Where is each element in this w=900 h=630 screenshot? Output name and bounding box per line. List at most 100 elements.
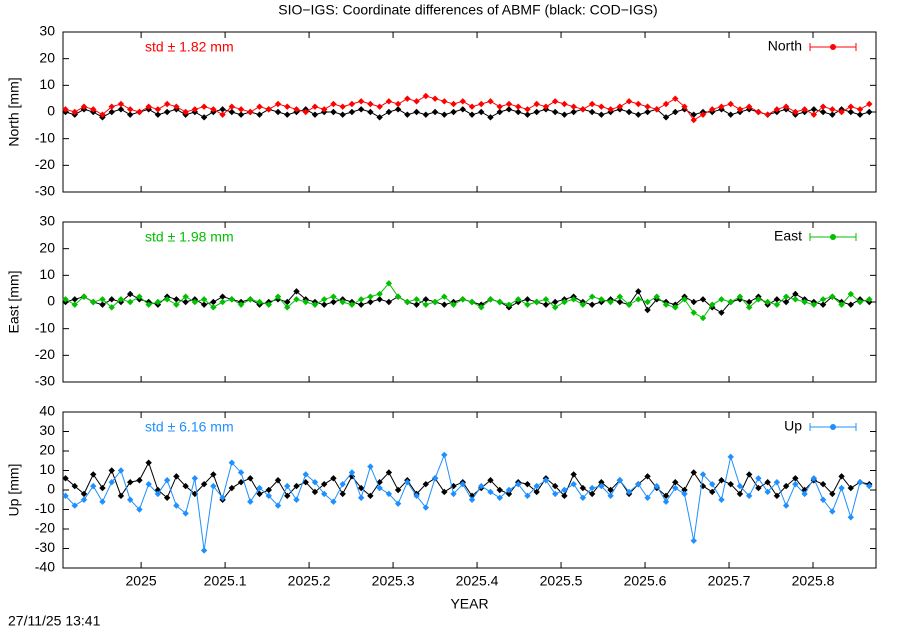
point [598,479,605,486]
point [755,484,762,492]
point [561,111,568,118]
point [99,498,106,505]
point [367,293,374,300]
point [524,111,531,118]
point [829,106,836,113]
point [487,296,494,303]
point [819,496,827,503]
point [625,301,633,308]
point [154,111,162,118]
point [404,111,411,118]
point [394,486,402,494]
x-tick-label: 2025.6 [624,573,667,589]
point [357,494,365,501]
point [616,298,624,306]
point [847,108,855,116]
point [459,296,466,303]
point [182,293,189,300]
point [247,475,254,482]
point [856,106,864,113]
point [847,514,855,521]
point [219,293,226,300]
point [607,486,614,494]
point [792,480,799,488]
point [727,100,734,108]
point [792,108,799,116]
point [154,298,162,306]
point [718,477,725,484]
point [616,477,624,484]
point [376,114,383,121]
point [736,490,744,498]
point [293,482,300,490]
point [588,100,596,108]
y-tick-label: -20 [35,156,55,172]
point [265,486,272,494]
point [524,492,531,500]
point [348,108,356,116]
point [838,484,845,492]
point [385,280,393,287]
point [699,314,707,322]
point [662,498,670,505]
point [117,100,125,108]
point [330,108,337,116]
point [542,477,550,484]
y-tick-label: -10 [35,129,55,145]
point [561,100,568,108]
point [247,296,254,303]
point [690,469,697,476]
point [376,290,383,298]
y-tick-label: 10 [39,76,55,92]
point [459,106,466,113]
point [126,106,134,113]
point [302,471,309,478]
point [126,290,134,298]
point [422,92,430,100]
point [385,298,393,306]
point [635,100,642,108]
x-tick-label: 2025.3 [372,573,415,589]
point [810,301,818,308]
point [247,498,254,505]
point [459,480,466,488]
point [515,296,522,303]
point [524,301,531,308]
point [672,479,679,486]
point [394,106,402,113]
point [117,467,125,474]
point [561,492,568,500]
point [311,488,319,496]
point [653,293,660,300]
y-tick-label: 10 [39,266,55,282]
x-tick-label: 2025.2 [288,573,331,589]
point [117,296,125,303]
point [644,108,651,116]
point [672,108,679,116]
point [265,492,272,500]
point [145,459,152,466]
point [210,298,217,306]
annotation: std ± 1.82 mm [145,39,234,55]
point [496,486,503,494]
point [99,111,106,118]
point [265,301,272,308]
point [644,103,651,110]
point [496,103,503,110]
point [62,106,69,113]
point [773,301,781,308]
point [644,494,651,501]
point [330,298,337,306]
point [108,467,115,474]
point [422,296,430,303]
point [173,473,180,480]
point [311,479,319,486]
point [422,480,430,488]
point [330,475,337,482]
point [727,111,734,118]
point [773,296,781,303]
point [450,301,457,308]
point [478,108,485,116]
point [256,298,263,306]
point [200,114,208,121]
